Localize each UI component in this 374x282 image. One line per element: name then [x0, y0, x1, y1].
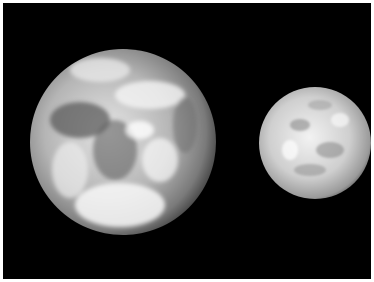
photo: [0, 0, 374, 282]
earth: [30, 49, 216, 235]
mars: [259, 87, 371, 199]
